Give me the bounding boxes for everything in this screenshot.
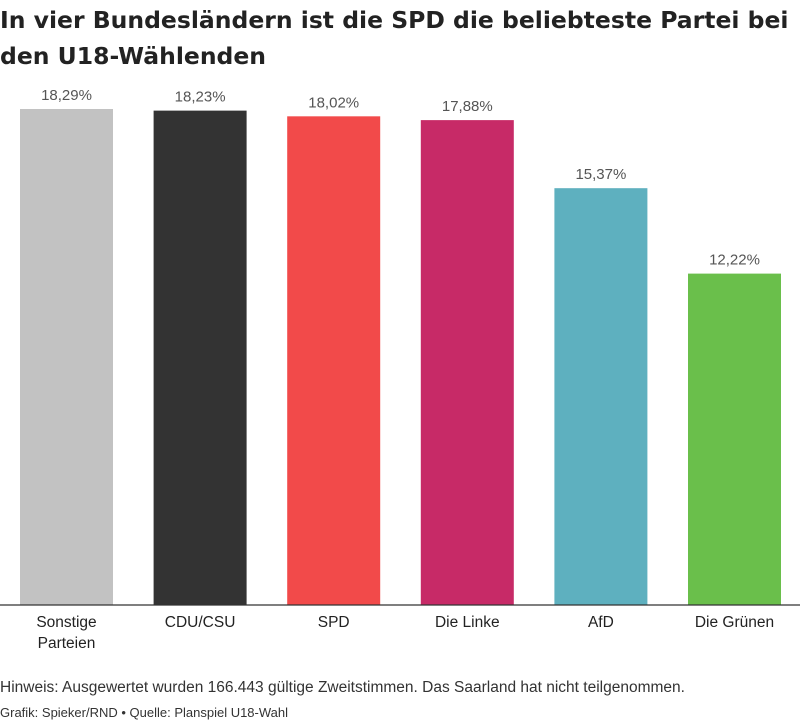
bar-afd (554, 188, 648, 605)
category-label-die-gruenen: Die Grünen (695, 614, 774, 631)
bar-chart: 18,29% 18,23% 18,02% 17,88% 15,37% 12,22% Son… (0, 87, 800, 652)
bar-die-gruenen (688, 273, 781, 605)
value-labels-group: 18,29% 18,23% 18,02% 17,88% 15,37% 12,22% (41, 87, 760, 269)
bar-cdu-csu (153, 110, 247, 605)
value-label-die-linke: 17,88% (442, 98, 493, 115)
category-label-sonstige-parteien-line2: Parteien (38, 635, 96, 652)
source-credit: Grafik: Spieker/RND • Quelle: Planspiel … (0, 705, 289, 720)
value-label-spd: 18,02% (308, 94, 359, 111)
category-labels-group: Sonstige Parteien CDU/CSU SPD Die Linke AfD Di… (36, 614, 774, 652)
value-label-afd: 15,37% (575, 166, 626, 183)
category-label-spd: SPD (318, 614, 350, 631)
bar-sonstige-parteien (20, 109, 113, 605)
category-label-sonstige-parteien: Sonstige (36, 614, 96, 631)
category-label-afd: AfD (588, 614, 614, 631)
footnote: Hinweis: Ausgewertet wurden 166.443 gült… (0, 679, 685, 696)
chart-title: In vier Bundesländern ist die SPD die be… (0, 6, 789, 70)
category-label-die-linke: Die Linke (435, 614, 500, 631)
bars-group (20, 109, 781, 606)
value-label-die-gruenen: 12,22% (709, 252, 760, 269)
bar-die-linke (420, 120, 514, 605)
bar-spd (287, 116, 381, 606)
value-label-sonstige-parteien: 18,29% (41, 87, 92, 104)
value-label-cdu-csu: 18,23% (175, 89, 226, 106)
category-label-cdu-csu: CDU/CSU (165, 614, 236, 631)
